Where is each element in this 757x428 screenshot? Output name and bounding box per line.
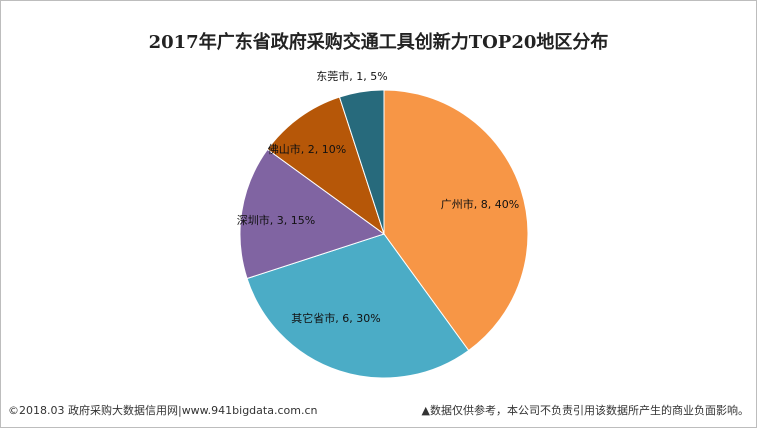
slice-label-4: 佛山市, 2, 10%	[268, 142, 346, 156]
slice-label-1: 广州市, 8, 40%	[441, 197, 519, 211]
footer-disclaimer: ▲数据仅供参考，本公司不负责引用该数据所产生的商业负面影响。	[421, 404, 749, 417]
pie-slice-3	[239, 148, 386, 280]
slice-label-5: 东莞市, 1, 5%	[316, 69, 387, 83]
pie-slice-2	[246, 233, 470, 379]
slice-label-3: 深圳市, 3, 15%	[237, 213, 315, 227]
pie-slice-5	[338, 89, 385, 235]
pie-slice-1	[383, 89, 529, 352]
slice-label-2: 其它省市, 6, 30%	[291, 311, 380, 325]
footer-source: ©2018.03 政府采购大数据信用网|www.941bigdata.com.c…	[8, 404, 318, 417]
pie-slice-4	[266, 96, 385, 236]
chart-title: 2017年广东省政府采购交通工具创新力TOP20地区分布	[148, 32, 609, 53]
